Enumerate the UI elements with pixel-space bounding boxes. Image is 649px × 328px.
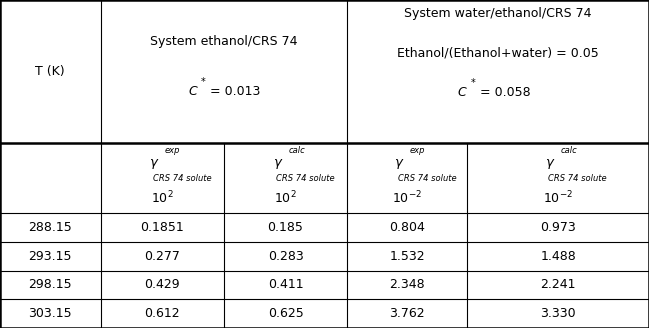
Text: 3.330: 3.330 bbox=[541, 307, 576, 320]
Text: $\mathit{\gamma}$: $\mathit{\gamma}$ bbox=[394, 157, 405, 171]
Text: 1.532: 1.532 bbox=[389, 250, 425, 263]
Text: System water/ethanol/CRS 74: System water/ethanol/CRS 74 bbox=[404, 8, 592, 20]
Text: C: C bbox=[458, 86, 467, 99]
Text: calc: calc bbox=[561, 146, 578, 155]
Text: 0.277: 0.277 bbox=[144, 250, 180, 263]
Text: = 0.058: = 0.058 bbox=[476, 86, 531, 99]
Text: CRS 74 solute: CRS 74 solute bbox=[276, 174, 334, 183]
Text: 2.241: 2.241 bbox=[541, 278, 576, 292]
Text: 0.429: 0.429 bbox=[145, 278, 180, 292]
Text: $10^{2}$: $10^{2}$ bbox=[151, 190, 173, 207]
Text: *: * bbox=[471, 78, 476, 89]
Text: $\mathit{\gamma}$: $\mathit{\gamma}$ bbox=[149, 157, 160, 171]
Text: CRS 74 solute: CRS 74 solute bbox=[153, 174, 211, 183]
Text: 0.612: 0.612 bbox=[145, 307, 180, 320]
Text: 1.488: 1.488 bbox=[540, 250, 576, 263]
Text: CRS 74 solute: CRS 74 solute bbox=[548, 174, 607, 183]
Text: 298.15: 298.15 bbox=[29, 278, 72, 292]
Text: 0.411: 0.411 bbox=[268, 278, 303, 292]
Text: 0.185: 0.185 bbox=[267, 221, 304, 234]
Text: 3.762: 3.762 bbox=[389, 307, 425, 320]
Text: 0.1851: 0.1851 bbox=[140, 221, 184, 234]
Text: $\mathit{\gamma}$: $\mathit{\gamma}$ bbox=[545, 157, 556, 171]
Text: 0.804: 0.804 bbox=[389, 221, 425, 234]
Text: System ethanol/CRS 74: System ethanol/CRS 74 bbox=[150, 35, 298, 48]
Text: $10^{-2}$: $10^{-2}$ bbox=[543, 190, 573, 207]
Text: 0.625: 0.625 bbox=[267, 307, 304, 320]
Text: 0.973: 0.973 bbox=[540, 221, 576, 234]
Text: C: C bbox=[188, 85, 197, 97]
Text: 288.15: 288.15 bbox=[29, 221, 72, 234]
Text: $10^{2}$: $10^{2}$ bbox=[275, 190, 297, 207]
Text: CRS 74 solute: CRS 74 solute bbox=[397, 174, 456, 183]
Text: Ethanol/(Ethanol+water) = 0.05: Ethanol/(Ethanol+water) = 0.05 bbox=[397, 47, 599, 60]
Text: $\mathit{\gamma}$: $\mathit{\gamma}$ bbox=[273, 157, 283, 171]
Text: 2.348: 2.348 bbox=[389, 278, 425, 292]
Text: = 0.013: = 0.013 bbox=[206, 85, 261, 97]
Text: $10^{-2}$: $10^{-2}$ bbox=[392, 190, 422, 207]
Text: 303.15: 303.15 bbox=[29, 307, 72, 320]
Text: exp: exp bbox=[410, 146, 425, 155]
Text: 0.283: 0.283 bbox=[267, 250, 304, 263]
Text: T (K): T (K) bbox=[36, 65, 65, 78]
Text: exp: exp bbox=[165, 146, 180, 155]
Text: *: * bbox=[201, 77, 206, 87]
Text: 293.15: 293.15 bbox=[29, 250, 72, 263]
Text: calc: calc bbox=[288, 146, 305, 155]
